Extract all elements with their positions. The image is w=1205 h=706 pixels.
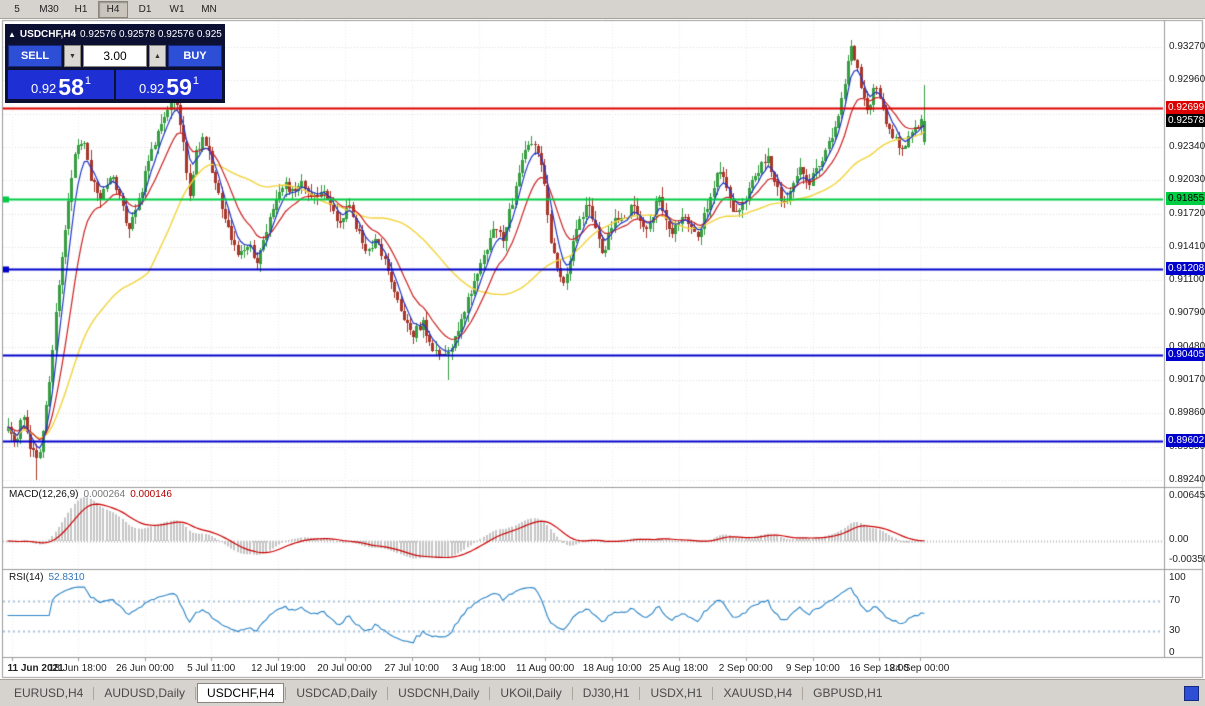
timeframe-button-5[interactable]: 5: [2, 0, 32, 18]
chart-tab-usdcnh-daily[interactable]: USDCNH,Daily: [398, 686, 480, 700]
tab-separator: [712, 686, 714, 700]
buy-price-prefix: 0.92: [138, 81, 165, 96]
chart-tab-eurusd-h4[interactable]: EURUSD,H4: [14, 686, 84, 700]
sell-price-prefix: 0.92: [30, 81, 57, 96]
buy-price-display[interactable]: 0.92 59 1: [116, 70, 222, 99]
timeframe-toolbar: 5 M30 H1 H4 D1 W1 MN: [0, 0, 1205, 19]
volume-increment-button[interactable]: ▲: [149, 45, 166, 67]
tab-separator: [571, 686, 573, 700]
volume-decrement-button[interactable]: ▼: [64, 45, 81, 67]
chart-symbol-title: USDCHF,H4: [19, 29, 77, 40]
tab-separator: [285, 686, 287, 700]
tab-separator: [639, 686, 641, 700]
ohlc-values: 0.92576 0.92578 0.92576 0.92578: [80, 29, 222, 40]
sell-button[interactable]: SELL: [8, 45, 62, 67]
buy-price-big: 59: [166, 74, 192, 100]
one-click-trading-panel: ▲ USDCHF,H4 0.92576 0.92578 0.92576 0.92…: [5, 24, 225, 103]
tab-separator: [93, 686, 95, 700]
tab-separator: [802, 686, 804, 700]
buy-button[interactable]: BUY: [168, 45, 222, 67]
chart-tab-gbpusd-h1[interactable]: GBPUSD,H1: [813, 686, 883, 700]
tab-separator: [489, 686, 491, 700]
timeframe-button-d1[interactable]: D1: [130, 0, 160, 18]
timeframe-button-mn[interactable]: MN: [194, 0, 224, 18]
chart-tab-audusd-daily[interactable]: AUDUSD,Daily: [104, 686, 186, 700]
chart-tab-usdchf-h4[interactable]: USDCHF,H4: [197, 683, 285, 703]
collapse-panel-icon[interactable]: ▲: [8, 30, 16, 39]
tab-separator: [387, 686, 389, 700]
chart-tab-usdcad-daily[interactable]: USDCAD,Daily: [296, 686, 378, 700]
chart-tab-ukoil-daily[interactable]: UKOil,Daily: [500, 686, 562, 700]
chart-tab-xauusd-h4[interactable]: XAUUSD,H4: [723, 686, 793, 700]
timeframe-button-m30[interactable]: M30: [34, 0, 64, 18]
chart-tab-usdx-h1[interactable]: USDX,H1: [650, 686, 703, 700]
sell-price-sup: 1: [84, 75, 92, 87]
chart-tab-bar: EURUSD,H4 AUDUSD,Daily USDCHF,H4 USDCAD,Dai…: [0, 679, 1205, 706]
tab-separator: [195, 686, 197, 700]
sell-price-display[interactable]: 0.92 58 1: [8, 70, 114, 99]
chart-tab-dj30-h1[interactable]: DJ30,H1: [582, 686, 630, 700]
timeframe-button-h1[interactable]: H1: [66, 0, 96, 18]
timeframe-button-h4[interactable]: H4: [98, 0, 128, 18]
timeframe-button-w1[interactable]: W1: [162, 0, 192, 18]
tabbar-scroll-button[interactable]: [1184, 685, 1199, 701]
buy-price-sup: 1: [192, 75, 200, 87]
volume-input[interactable]: [83, 45, 147, 67]
sell-price-big: 58: [58, 74, 84, 100]
